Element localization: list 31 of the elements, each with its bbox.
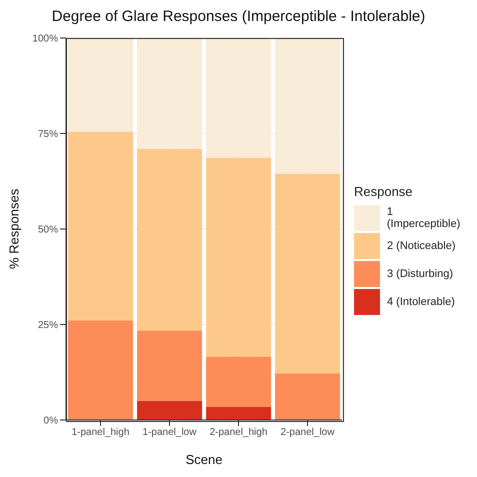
bar [275,373,340,420]
bar [206,158,272,357]
legend-label: 3 (Disturbing) [387,268,454,280]
bar [275,174,340,374]
legend-label: 4 (Intolerable) [387,296,455,308]
x-tick-label: 1-panel_high [72,427,130,438]
bar [68,132,134,320]
bar [206,356,272,408]
bar [206,38,272,158]
bar [206,407,272,420]
y-tick-label: 100% [32,34,58,45]
bar [275,38,340,174]
y-tick-label: 25% [38,320,58,332]
chart-title: Degree of Glare Responses (Imperceptible - Intolerable) [50,8,426,27]
x-tick-label: 2-panel_high [210,427,268,438]
y-tick-label: 0% [44,416,58,427]
bar [137,330,202,401]
x-tick-label: 2-panel_low [280,427,336,438]
bar [137,400,202,420]
legend-label: 1 (Imperceptible) [386,206,462,230]
bar [137,148,202,331]
x-tick-label: 1-panel_low [142,427,198,438]
legend-title: Response [354,184,414,198]
bar [68,320,134,420]
x-axis-title: Scene [186,452,222,467]
y-axis-title: % Responses [6,188,22,269]
legend-label: 2 (Noticeable) [387,240,456,252]
y-tick-label: 50% [38,224,58,236]
y-tick-label: 75% [38,129,58,140]
bar [137,38,202,149]
bar [68,38,134,132]
